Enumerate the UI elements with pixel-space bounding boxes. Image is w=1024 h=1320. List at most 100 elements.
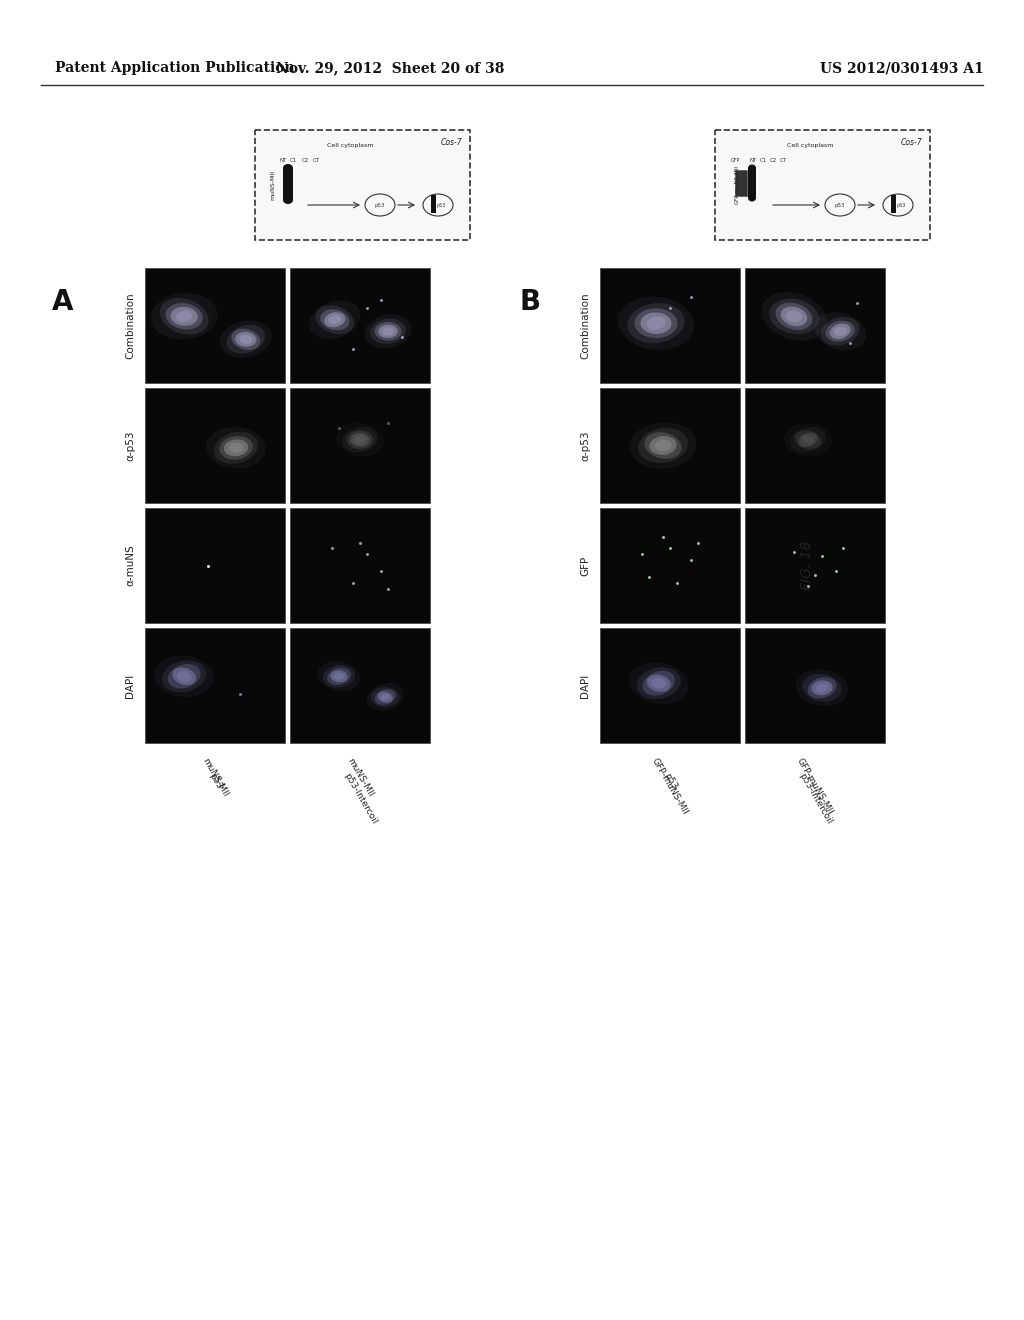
Ellipse shape bbox=[780, 306, 807, 326]
Text: p53: p53 bbox=[375, 202, 385, 207]
Text: p53: p53 bbox=[207, 772, 223, 792]
Text: p53: p53 bbox=[896, 202, 905, 207]
Ellipse shape bbox=[651, 678, 667, 689]
Bar bbox=[290, 268, 430, 383]
Ellipse shape bbox=[231, 329, 260, 350]
Ellipse shape bbox=[224, 440, 248, 457]
Ellipse shape bbox=[829, 323, 851, 339]
Ellipse shape bbox=[748, 165, 756, 172]
Text: p53-Intercoil: p53-Intercoil bbox=[797, 772, 834, 826]
Text: A: A bbox=[52, 288, 74, 315]
Ellipse shape bbox=[219, 436, 253, 459]
Bar bbox=[290, 628, 430, 743]
Ellipse shape bbox=[371, 688, 399, 708]
Text: muNS-MII: muNS-MII bbox=[270, 170, 275, 201]
Bar bbox=[145, 628, 285, 743]
Ellipse shape bbox=[640, 313, 672, 334]
Ellipse shape bbox=[796, 669, 848, 706]
Bar bbox=[283, 168, 293, 201]
Ellipse shape bbox=[283, 164, 293, 172]
Ellipse shape bbox=[637, 668, 681, 700]
Ellipse shape bbox=[378, 325, 397, 338]
Ellipse shape bbox=[617, 297, 694, 350]
Bar bbox=[145, 508, 285, 623]
Bar bbox=[431, 195, 436, 213]
Text: B: B bbox=[520, 288, 541, 315]
Ellipse shape bbox=[375, 322, 401, 341]
Text: GFP: GFP bbox=[580, 556, 590, 576]
Bar bbox=[745, 508, 885, 623]
Bar bbox=[145, 268, 285, 383]
Text: Combination: Combination bbox=[580, 292, 590, 359]
Ellipse shape bbox=[762, 292, 826, 341]
FancyBboxPatch shape bbox=[715, 129, 930, 240]
Ellipse shape bbox=[646, 317, 666, 330]
Text: Patent Application Publication: Patent Application Publication bbox=[55, 61, 295, 75]
Ellipse shape bbox=[336, 422, 384, 457]
Text: muNS-MII: muNS-MII bbox=[201, 756, 229, 799]
Bar bbox=[600, 508, 740, 623]
Ellipse shape bbox=[177, 671, 191, 681]
Ellipse shape bbox=[236, 331, 256, 347]
Ellipse shape bbox=[785, 310, 803, 322]
Text: GFP-muNS-MII: GFP-muNS-MII bbox=[650, 756, 690, 816]
Ellipse shape bbox=[176, 310, 193, 322]
Text: Nov. 29, 2012  Sheet 20 of 38: Nov. 29, 2012 Sheet 20 of 38 bbox=[275, 61, 504, 75]
Text: C1: C1 bbox=[760, 157, 767, 162]
Ellipse shape bbox=[367, 684, 404, 710]
Bar bbox=[600, 388, 740, 503]
Text: US 2012/0301493 A1: US 2012/0301493 A1 bbox=[820, 61, 984, 75]
Ellipse shape bbox=[825, 321, 855, 342]
Ellipse shape bbox=[166, 304, 203, 330]
Text: α-p53: α-p53 bbox=[125, 430, 135, 461]
Bar bbox=[745, 268, 885, 383]
Text: NT: NT bbox=[750, 157, 757, 162]
Ellipse shape bbox=[635, 309, 678, 338]
Text: GFP: GFP bbox=[730, 157, 739, 162]
Text: C2: C2 bbox=[769, 157, 776, 162]
Ellipse shape bbox=[171, 306, 198, 326]
FancyBboxPatch shape bbox=[255, 129, 470, 240]
Ellipse shape bbox=[799, 433, 817, 446]
Text: α-p53: α-p53 bbox=[580, 430, 590, 461]
Ellipse shape bbox=[654, 440, 672, 451]
Ellipse shape bbox=[629, 663, 688, 705]
Ellipse shape bbox=[327, 668, 351, 685]
Text: p53: p53 bbox=[436, 202, 445, 207]
Ellipse shape bbox=[834, 326, 847, 335]
Text: p53: p53 bbox=[662, 772, 678, 792]
Text: p53: p53 bbox=[835, 202, 845, 207]
Ellipse shape bbox=[791, 426, 825, 453]
Text: DAPI: DAPI bbox=[125, 673, 135, 698]
Text: GFP-muNS-MII: GFP-muNS-MII bbox=[734, 165, 739, 205]
Bar bbox=[290, 388, 430, 503]
Text: Cos-7: Cos-7 bbox=[440, 139, 462, 147]
Text: Cos-7: Cos-7 bbox=[900, 139, 922, 147]
Ellipse shape bbox=[329, 315, 341, 325]
Bar bbox=[600, 268, 740, 383]
Ellipse shape bbox=[628, 304, 685, 343]
Text: Cell cytoplasm: Cell cytoplasm bbox=[786, 143, 834, 148]
Ellipse shape bbox=[346, 430, 374, 449]
Ellipse shape bbox=[815, 682, 828, 693]
Ellipse shape bbox=[382, 327, 394, 335]
Ellipse shape bbox=[630, 422, 696, 469]
Ellipse shape bbox=[160, 298, 209, 334]
Ellipse shape bbox=[644, 432, 682, 459]
Text: Combination: Combination bbox=[125, 292, 135, 359]
Text: Cell cytoplasm: Cell cytoplasm bbox=[327, 143, 373, 148]
Ellipse shape bbox=[309, 301, 360, 339]
Ellipse shape bbox=[814, 313, 866, 350]
Ellipse shape bbox=[240, 335, 252, 345]
Ellipse shape bbox=[342, 428, 378, 453]
Ellipse shape bbox=[206, 428, 266, 469]
Bar bbox=[745, 628, 885, 743]
Ellipse shape bbox=[375, 689, 395, 705]
Ellipse shape bbox=[220, 321, 271, 358]
Ellipse shape bbox=[808, 677, 837, 698]
Bar bbox=[745, 388, 885, 503]
Ellipse shape bbox=[331, 671, 348, 682]
Ellipse shape bbox=[803, 675, 842, 702]
Ellipse shape bbox=[317, 661, 360, 692]
Text: NT: NT bbox=[280, 157, 287, 162]
